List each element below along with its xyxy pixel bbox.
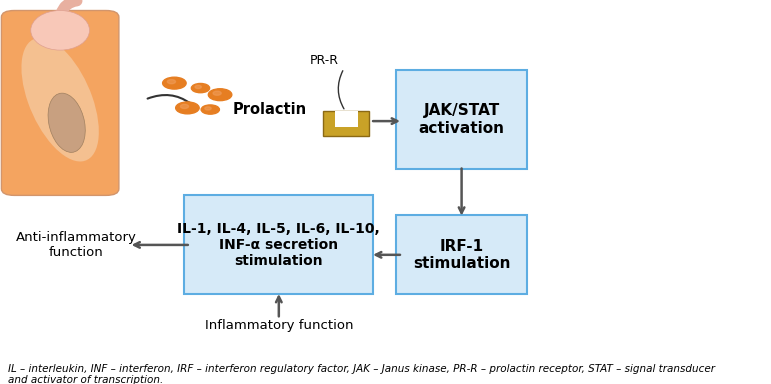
Ellipse shape: [48, 93, 86, 152]
FancyBboxPatch shape: [323, 111, 369, 136]
Text: Prolactin: Prolactin: [233, 102, 308, 117]
Bar: [358, 113, 366, 134]
Text: IL-1, IL-4, IL-5, IL-6, IL-10,
INF-α secretion
stimulation: IL-1, IL-4, IL-5, IL-6, IL-10, INF-α sec…: [177, 222, 380, 268]
Bar: [326, 128, 366, 134]
FancyBboxPatch shape: [396, 215, 527, 295]
Circle shape: [180, 104, 189, 109]
Text: PR-R: PR-R: [310, 54, 339, 67]
Text: Inflammatory function: Inflammatory function: [204, 319, 353, 332]
Ellipse shape: [31, 10, 89, 50]
Text: IL – interleukin, INF – interferon, IRF – interferon regulatory factor, JAK – Ja: IL – interleukin, INF – interferon, IRF …: [8, 364, 715, 384]
Circle shape: [191, 83, 210, 93]
FancyArrowPatch shape: [147, 95, 190, 103]
Circle shape: [195, 85, 201, 89]
FancyBboxPatch shape: [2, 10, 119, 195]
Circle shape: [167, 79, 176, 84]
FancyBboxPatch shape: [184, 195, 373, 295]
FancyArrowPatch shape: [61, 1, 77, 15]
FancyArrowPatch shape: [338, 71, 344, 109]
Bar: [335, 111, 358, 127]
Circle shape: [208, 89, 232, 101]
Circle shape: [176, 102, 199, 114]
Circle shape: [205, 107, 211, 110]
FancyBboxPatch shape: [396, 70, 527, 169]
Bar: [326, 113, 335, 134]
Text: JAK/STAT
activation: JAK/STAT activation: [419, 103, 504, 136]
Circle shape: [163, 77, 186, 89]
Circle shape: [201, 105, 220, 114]
Circle shape: [213, 91, 221, 95]
Text: IRF-1
stimulation: IRF-1 stimulation: [412, 238, 510, 271]
Ellipse shape: [22, 38, 99, 162]
Text: Anti-inflammatory
function: Anti-inflammatory function: [16, 231, 137, 259]
